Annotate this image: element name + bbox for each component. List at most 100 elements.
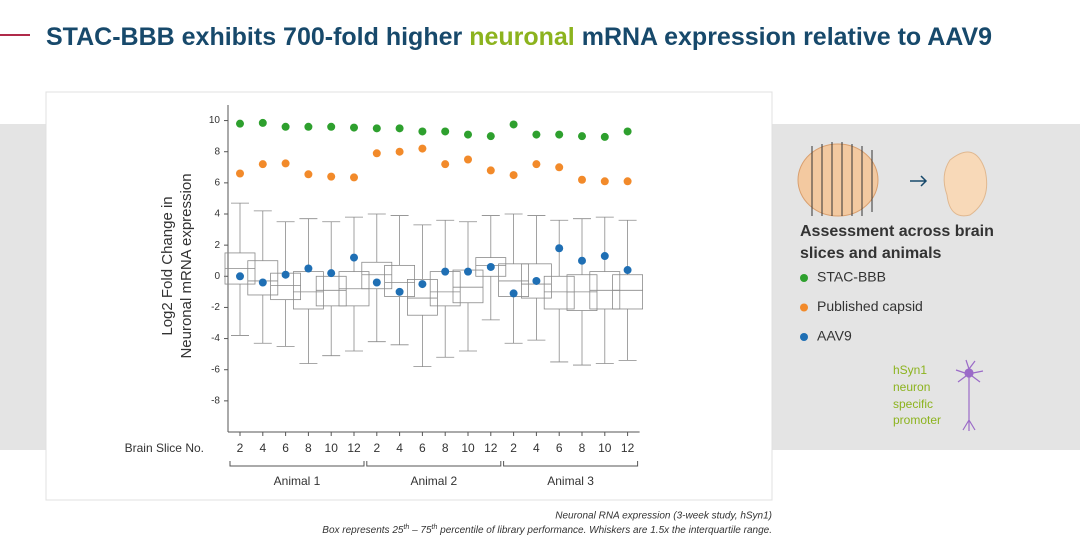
point: [395, 287, 404, 296]
y-tick-label: -4: [211, 333, 220, 344]
y-tick-label: 6: [214, 177, 220, 188]
group-label: Animal 2: [410, 474, 457, 488]
point: [350, 123, 358, 132]
box: [384, 264, 416, 297]
box: [406, 278, 438, 316]
legend-marker: [800, 303, 808, 312]
point: [327, 172, 336, 181]
point: [532, 276, 541, 285]
point: [600, 177, 609, 186]
legend-marker: [800, 274, 808, 282]
footnote-sup: th: [432, 524, 438, 531]
y-tick-label: 2: [214, 240, 220, 251]
point: [327, 122, 336, 131]
group-label: Animal 1: [274, 474, 321, 488]
group-bracket: [366, 461, 502, 467]
point: [304, 264, 313, 273]
title-part: neuronal: [469, 23, 575, 51]
point: [578, 175, 586, 184]
group-bracket: [229, 461, 365, 467]
point: [258, 160, 267, 169]
point: [281, 270, 290, 279]
point: [555, 163, 564, 172]
point: [486, 262, 495, 271]
point: [395, 147, 404, 156]
point: [600, 132, 609, 141]
point: [532, 130, 541, 139]
x-axis-label: Brain Slice No.: [125, 441, 204, 455]
promoter-line: neuron: [893, 380, 930, 394]
point: [578, 256, 586, 265]
point: [555, 130, 564, 139]
promoter-text: hSyn1 neuron specific promoter: [893, 363, 941, 427]
title-part: STAC-BBB exhibits 700-fold higher: [46, 23, 469, 51]
legend-label: STAC-BBB: [817, 269, 886, 285]
legend-marker: [800, 333, 808, 341]
point: [236, 119, 244, 128]
x-tick-label: 4: [533, 441, 540, 455]
y-axis-label: Neuronal mRNA expression: [178, 173, 195, 358]
title-part: mRNA expression relative to AAV9: [575, 23, 992, 51]
point: [281, 122, 290, 131]
point: [304, 122, 313, 131]
point: [258, 118, 267, 127]
point: [304, 170, 313, 179]
point: [441, 267, 450, 276]
point: [418, 127, 427, 136]
point: [600, 252, 609, 261]
x-tick-label: 10: [325, 441, 339, 455]
y-tick-label: -6: [211, 364, 220, 375]
x-tick-label: 12: [347, 441, 361, 455]
x-tick-label: 4: [259, 441, 266, 455]
point: [555, 244, 564, 253]
x-tick-label: 10: [461, 441, 475, 455]
x-tick-label: 2: [237, 441, 244, 455]
point: [464, 267, 472, 276]
box: [566, 274, 598, 311]
panel-heading: slices and animals: [800, 245, 942, 262]
point: [532, 160, 541, 169]
point: [372, 278, 381, 287]
panel-heading: Assessment across brain: [800, 223, 994, 240]
box: [247, 260, 279, 296]
point: [509, 171, 518, 180]
x-tick-label: 10: [598, 441, 612, 455]
point: [350, 173, 358, 182]
box: [361, 261, 393, 290]
point: [623, 177, 632, 186]
y-tick-label: -2: [211, 302, 220, 313]
point: [464, 155, 472, 164]
x-tick-label: 2: [510, 441, 517, 455]
point: [623, 127, 632, 136]
footnote: Box represents 25th – 75th percentile of…: [322, 524, 772, 536]
x-tick-label: 8: [305, 441, 312, 455]
point: [464, 130, 472, 139]
point: [486, 166, 495, 175]
promoter-line: specific: [893, 397, 933, 411]
promoter-line: promoter: [893, 413, 941, 427]
point: [486, 132, 495, 141]
legend: STAC-BBB Published capsid AAV9: [800, 269, 923, 344]
group-bracket: [503, 461, 639, 467]
point: [236, 169, 244, 178]
promoter-line: hSyn1: [893, 363, 927, 377]
y-tick-label: 0: [214, 271, 220, 282]
point: [441, 160, 450, 169]
plot: -8 -6 -4 -2 0 2 4 6 8 10 Log2 Fold Change in Neuron…: [125, 105, 643, 488]
x-tick-label: 8: [579, 441, 586, 455]
chart-card: [45, 91, 773, 501]
point: [509, 120, 518, 129]
brain-illustration: [797, 142, 988, 217]
point: [372, 149, 381, 158]
point: [441, 127, 450, 136]
point: [509, 289, 518, 298]
box: [543, 275, 575, 310]
point: [350, 253, 358, 262]
x-tick-label: 8: [442, 441, 449, 455]
neuron-icon: [955, 359, 984, 431]
point: [236, 272, 244, 281]
y-tick-label: 8: [214, 146, 220, 157]
legend-label: Published capsid: [817, 298, 923, 314]
y-tick-label: 10: [209, 115, 221, 126]
